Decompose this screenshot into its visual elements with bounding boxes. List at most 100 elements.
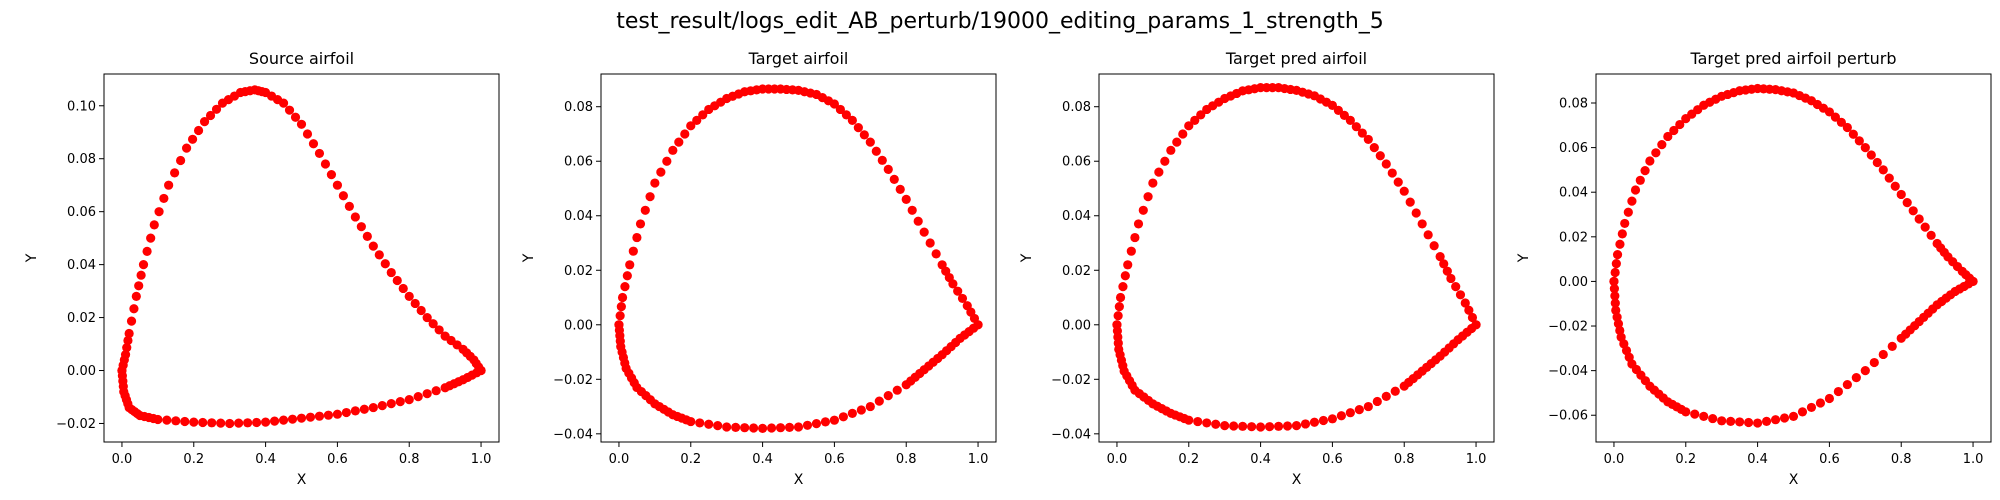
data-point — [269, 416, 280, 426]
x-tick-label: 0.8 — [1394, 452, 1415, 467]
x-tick-label: 0.2 — [1178, 452, 1199, 467]
y-tick-label: 0.00 — [67, 364, 96, 379]
data-point — [925, 238, 935, 248]
y-tick-label: −0.06 — [1548, 409, 1588, 424]
y-axis-label: Y — [24, 253, 40, 263]
data-point — [124, 328, 134, 339]
data-point — [142, 246, 152, 256]
data-point — [895, 184, 905, 194]
data-point — [622, 271, 632, 281]
x-tick-label: 0.2 — [183, 452, 204, 467]
data-point — [1681, 407, 1691, 417]
data-point — [907, 205, 917, 215]
x-tick-label: 1.0 — [471, 452, 492, 467]
data-point — [320, 159, 331, 169]
data-point — [731, 422, 741, 432]
y-tick-label: 0.04 — [564, 209, 593, 224]
data-point — [775, 423, 786, 433]
data-point — [1610, 291, 1620, 301]
data-point — [668, 145, 678, 155]
data-point — [802, 420, 813, 430]
subplot-title: Source airfoil — [249, 49, 354, 68]
data-point — [1690, 409, 1700, 419]
data-point — [1220, 421, 1230, 431]
axes-frame — [1098, 73, 1495, 443]
data-point — [1920, 222, 1930, 232]
airfoil-points — [117, 85, 486, 429]
x-axis-label: X — [1292, 472, 1302, 488]
data-point — [1842, 379, 1852, 390]
y-axis-label: Y — [1019, 253, 1035, 263]
data-point — [1202, 104, 1212, 115]
data-point — [1148, 178, 1158, 188]
data-point — [350, 212, 360, 222]
x-tick-label: 0.8 — [896, 452, 917, 467]
axes-frame — [103, 73, 500, 443]
data-point — [146, 233, 156, 243]
data-point — [1138, 205, 1148, 215]
y-tick-label: 0.02 — [1559, 230, 1588, 245]
y-tick-label: 0.04 — [1559, 186, 1588, 201]
data-point — [1806, 402, 1817, 413]
data-point — [332, 180, 343, 190]
data-point — [1699, 411, 1709, 421]
data-point — [628, 246, 638, 256]
y-tick-label: 0.08 — [1062, 100, 1091, 115]
data-point — [871, 146, 881, 156]
data-point — [1423, 230, 1433, 240]
data-point — [1932, 238, 1942, 249]
data-point — [1866, 150, 1876, 160]
subplot-1: Source airfoil 0.0 0.2 0.4 0.6 0.8 1.0 −0.02 0.0… — [24, 49, 500, 488]
y-tick-label: 0.00 — [564, 318, 593, 333]
data-point — [170, 168, 180, 178]
y-tick-label: −0.04 — [1548, 364, 1588, 379]
data-point — [1211, 419, 1221, 429]
data-point — [1460, 298, 1470, 308]
data-point — [1435, 252, 1445, 262]
data-point — [1630, 185, 1641, 195]
x-tick-label: 0.8 — [1891, 452, 1912, 467]
data-point — [811, 419, 822, 429]
x-tick-label: 0.4 — [1250, 452, 1271, 467]
data-point — [1120, 271, 1130, 281]
data-point — [338, 191, 348, 201]
x-tick-label: 0.6 — [824, 452, 845, 467]
data-point — [1615, 239, 1625, 249]
x-tick-label: 0.2 — [680, 452, 701, 467]
axes-frame — [600, 73, 997, 443]
data-point — [1300, 419, 1311, 429]
data-point — [1878, 165, 1888, 175]
data-point — [1393, 177, 1403, 187]
data-point — [859, 130, 869, 140]
data-point — [134, 281, 144, 291]
data-point — [1860, 366, 1870, 376]
y-tick-label: 0.04 — [67, 258, 96, 273]
data-point — [1118, 282, 1128, 292]
data-point — [1190, 115, 1200, 125]
data-point — [1681, 114, 1691, 124]
x-axis-label: X — [297, 472, 307, 488]
data-point — [901, 194, 911, 204]
x-tick-label: 0.0 — [112, 452, 133, 467]
data-point — [1381, 391, 1391, 401]
x-axis-label: X — [1789, 472, 1799, 488]
x-tick-label: 0.2 — [1675, 452, 1696, 467]
data-point — [1854, 136, 1864, 146]
data-point — [1611, 258, 1621, 269]
x-tick-label: 0.4 — [255, 452, 276, 467]
subplot-title: Target airfoil — [748, 49, 849, 68]
data-point — [1238, 421, 1248, 431]
data-point — [1291, 421, 1302, 431]
data-point — [1788, 411, 1799, 421]
data-point — [176, 155, 186, 166]
data-point — [323, 410, 334, 420]
x-tick-label: 0.6 — [327, 452, 348, 467]
data-point — [713, 421, 723, 431]
data-point — [1133, 219, 1144, 229]
data-point — [1363, 401, 1373, 412]
data-point — [290, 112, 301, 122]
data-point — [1130, 232, 1140, 243]
data-point — [1247, 422, 1257, 432]
data-point — [1345, 408, 1355, 418]
data-point — [695, 418, 705, 428]
